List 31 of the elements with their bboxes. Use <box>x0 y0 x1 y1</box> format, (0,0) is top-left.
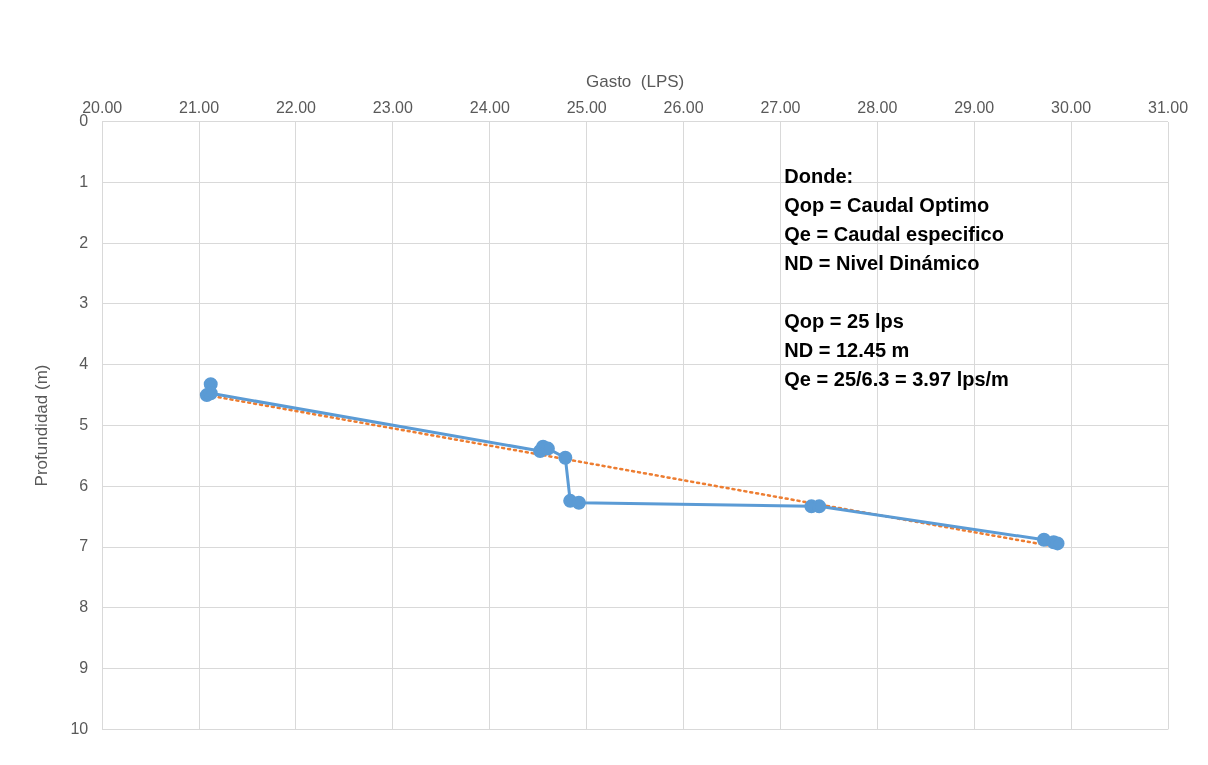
x-tick-label: 27.00 <box>760 99 801 117</box>
x-tick-label: 23.00 <box>372 99 413 117</box>
x-tick-label: 29.00 <box>954 99 995 117</box>
annotation: Qop = 25 lps <box>784 310 904 333</box>
x-tick-label: 28.00 <box>857 99 898 117</box>
x-tick-label: 24.00 <box>469 99 510 117</box>
y-tick-label: 3 <box>79 294 89 312</box>
annotation: ND = 12.45 m <box>784 339 910 362</box>
y-tick-label: 10 <box>70 719 89 737</box>
x-tick-label: 26.00 <box>663 99 704 117</box>
y-tick-label: 8 <box>79 598 89 616</box>
x-axis-title: Gasto (LPS) <box>585 71 685 91</box>
y-tick-label: 6 <box>79 476 89 494</box>
x-tick-label: 21.00 <box>179 99 220 117</box>
annotation: Donde: <box>784 165 854 188</box>
y-tick-label: 0 <box>79 112 89 130</box>
y-tick-label: 9 <box>79 659 89 677</box>
y-tick-label: 2 <box>79 233 89 251</box>
annotation: ND = Nivel Dinámico <box>784 252 980 275</box>
x-tick-label: 30.00 <box>1051 99 1092 117</box>
x-tick-label: 31.00 <box>1147 99 1189 117</box>
x-tick-label: 25.00 <box>566 99 607 117</box>
annotation: Qe = Caudal especifico <box>784 223 1004 246</box>
y-axis-title: Profundidad (m) <box>31 364 51 487</box>
annotation: Qop = Caudal Optimo <box>784 194 990 217</box>
y-tick-label: 1 <box>79 172 89 190</box>
x-tick-label: 22.00 <box>275 99 317 117</box>
y-tick-label: 4 <box>79 355 89 373</box>
y-tick-label: 7 <box>79 537 89 555</box>
annotation: Qe = 25/6.3 = 3.97 lps/m <box>784 368 1009 391</box>
y-tick-label: 5 <box>79 415 89 433</box>
